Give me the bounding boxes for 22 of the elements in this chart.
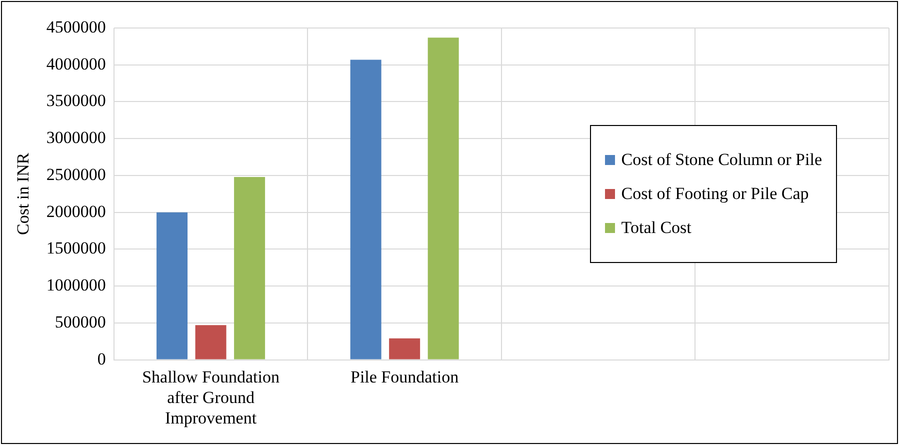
y-tick-label: 3000000 [46,128,106,148]
y-tick-label: 3500000 [46,91,106,110]
y-tick-label: 1500000 [46,238,106,258]
bar [350,60,382,360]
bar [234,176,266,360]
y-tick-label: 2500000 [46,164,106,184]
legend-label: Cost of Stone Column or Pile [621,150,822,170]
legend-label: Cost of Footing or Pile Cap [621,184,809,204]
y-tick-label: 4500000 [46,17,106,36]
y-tick-label: 0 [97,349,106,368]
y-tick-label: 500000 [54,312,106,332]
y-tick-label: 1000000 [46,276,106,295]
y-tick-label: 2000000 [46,202,106,221]
x-tick-label: Pile Foundation [350,367,460,386]
bar [428,38,459,360]
y-tick-label: 4000000 [46,54,106,74]
bar [389,338,420,360]
x-tick-label: Shallow Foundation after Ground Improvement [142,367,280,428]
y-axis-title: Cost in INR [14,152,33,235]
legend-label: Total Cost [621,218,692,238]
bar [195,325,226,360]
bar [156,212,188,360]
